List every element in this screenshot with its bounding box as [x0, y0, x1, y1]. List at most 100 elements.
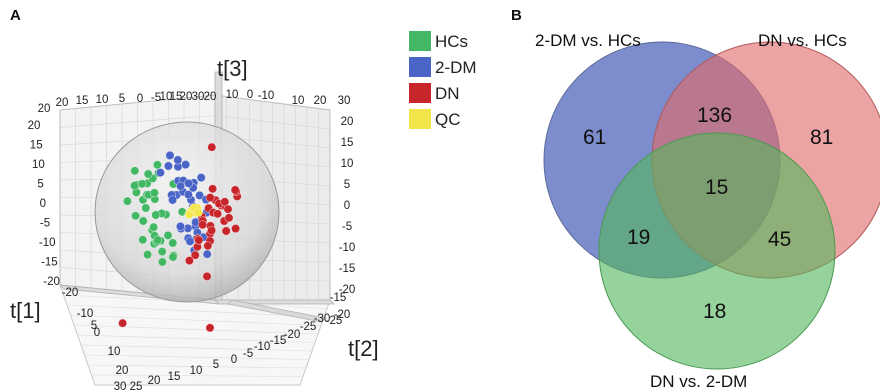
- point-outlier: [205, 323, 215, 333]
- point-qc: [193, 207, 203, 217]
- panel-label-b: B: [511, 7, 522, 24]
- point-dn: [202, 271, 212, 281]
- x-tick-label: 5: [91, 320, 97, 332]
- point-hcs: [143, 250, 153, 260]
- legend-label: DN: [435, 84, 460, 103]
- point-dn: [190, 250, 200, 260]
- data-points: [118, 142, 242, 333]
- legend-swatch: [409, 109, 431, 129]
- legend-label: QC: [435, 110, 461, 129]
- back-tick-label: 20: [204, 91, 217, 103]
- venn-title-2dm-vs-hcs: 2-DM vs. HCs: [535, 31, 641, 50]
- point-2-dm: [175, 221, 185, 231]
- grid-line: [77, 334, 316, 343]
- legend: HCs 2-DM DN QC: [409, 31, 477, 129]
- x-axis-title: t[1]: [10, 298, 41, 323]
- y-tick-label: -5: [243, 348, 253, 360]
- z-tick-label: -10: [39, 237, 56, 249]
- back-tick-label: 20: [38, 103, 51, 115]
- point-hcs: [130, 181, 140, 191]
- z-tick-label-right: 15: [341, 137, 354, 149]
- point-2-dm: [173, 155, 183, 165]
- back-tick-label: -10: [258, 90, 275, 102]
- point-dn: [231, 224, 241, 234]
- point-dn: [223, 204, 233, 214]
- y-tick-label: -20: [334, 309, 351, 321]
- point-dn: [203, 241, 213, 251]
- point-2-dm: [196, 173, 206, 183]
- point-hcs: [149, 222, 159, 232]
- z-tick-label-right: -20: [339, 284, 356, 296]
- back-tick-label: 15: [76, 95, 89, 107]
- point-hcs: [141, 203, 151, 213]
- legend-label: 2-DM: [435, 58, 477, 77]
- point-hcs: [163, 230, 173, 240]
- z-tick-label: -15: [41, 257, 58, 269]
- point-2-dm: [155, 168, 165, 178]
- point-2-dm: [195, 190, 205, 200]
- grid-line: [66, 304, 325, 318]
- point-hcs: [122, 196, 132, 206]
- z-tick-label-right: -5: [342, 221, 352, 233]
- point-hcs: [131, 211, 141, 221]
- grid-line: [70, 314, 322, 326]
- z-axis-title: t[3]: [217, 56, 248, 81]
- y-tick-label: 0: [231, 354, 237, 366]
- point-2-dm: [185, 236, 195, 246]
- legend-swatch: [409, 31, 431, 51]
- x-tick-label: 30: [114, 381, 127, 392]
- grid-line: [87, 364, 307, 369]
- x-tick-label: 25: [130, 381, 143, 392]
- point-hcs: [168, 238, 178, 248]
- back-tick-label: 0: [137, 93, 143, 105]
- point-dn: [224, 213, 234, 223]
- grid-line: [84, 354, 310, 360]
- y-tick-label: -10: [254, 341, 271, 353]
- legend-swatch: [409, 83, 431, 103]
- y-tick-label: -20: [284, 329, 301, 341]
- back-tick-label: 30: [192, 91, 205, 103]
- x-tick-label: 20: [116, 365, 129, 377]
- point-hcs: [138, 235, 148, 245]
- venn-count-2dm-and-dn-2dm: 19: [627, 226, 650, 249]
- venn-count-dn-2dm-only: 18: [703, 300, 726, 323]
- z-tick-label: 5: [37, 179, 43, 191]
- back-tick-label: 20: [180, 91, 193, 103]
- y-tick-label: -15: [330, 292, 347, 304]
- y-tick-label: -25: [326, 315, 343, 327]
- point-hcs: [149, 188, 159, 198]
- back-tick-label: 10: [226, 89, 239, 101]
- point-hcs: [153, 235, 163, 245]
- point-hcs: [143, 169, 153, 179]
- point-2-dm: [168, 195, 178, 205]
- back-tick-label: 20: [56, 97, 69, 109]
- y-tick-label: 10: [190, 365, 203, 377]
- point-2-dm: [184, 178, 194, 188]
- back-tick-label: 20: [314, 95, 327, 107]
- back-tick-label: 5: [119, 93, 125, 105]
- point-hcs: [138, 216, 148, 226]
- venn-count-2dm-and-dn-hcs: 136: [697, 104, 732, 127]
- point-outlier: [202, 249, 212, 259]
- point-dn: [184, 256, 194, 266]
- back-tick-label: -5: [151, 92, 161, 104]
- point-hcs: [137, 179, 147, 189]
- z-tick-label: 15: [30, 140, 43, 152]
- y-tick-label: -25: [300, 321, 317, 333]
- point-dn: [213, 209, 223, 219]
- point-outlier: [207, 142, 217, 152]
- point-dn: [221, 226, 231, 236]
- point-dn: [230, 185, 240, 195]
- venn-count-dn-hcs-and-dn-2dm: 45: [768, 228, 791, 251]
- back-tick-label: 30: [338, 95, 351, 107]
- point-2-dm: [176, 181, 186, 191]
- venn-title-dn-vs-2dm: DN vs. 2-DM: [650, 372, 747, 391]
- legend-label: HCs: [435, 32, 468, 51]
- z-tick-label-right: -15: [339, 263, 356, 275]
- y-tick-label: 5: [213, 359, 219, 371]
- point-hcs: [152, 160, 162, 170]
- point-dn: [208, 184, 218, 194]
